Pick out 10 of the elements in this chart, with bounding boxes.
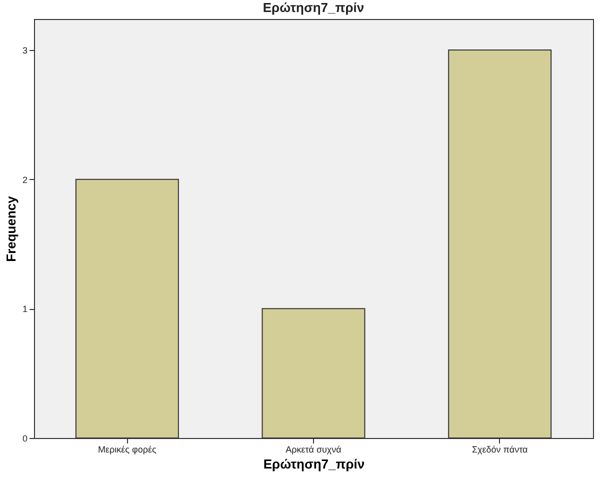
x-axis-title: Ερώτηση7_πρίν — [263, 456, 365, 472]
y-tick-label: 2 — [22, 174, 28, 185]
x-tick-label: Σχεδόν πάντα — [472, 444, 528, 454]
x-tick-label: Μερικές φορές — [98, 444, 157, 454]
x-tick-label: Αρκετά συχνά — [286, 444, 342, 454]
y-tick-label: 0 — [22, 434, 28, 444]
y-tick-label: 1 — [22, 304, 28, 314]
y-tick-label: 3 — [22, 46, 28, 56]
chart-title: Ερώτηση7_πρίν — [262, 0, 364, 15]
y-axis-title: Frequency — [3, 195, 18, 262]
